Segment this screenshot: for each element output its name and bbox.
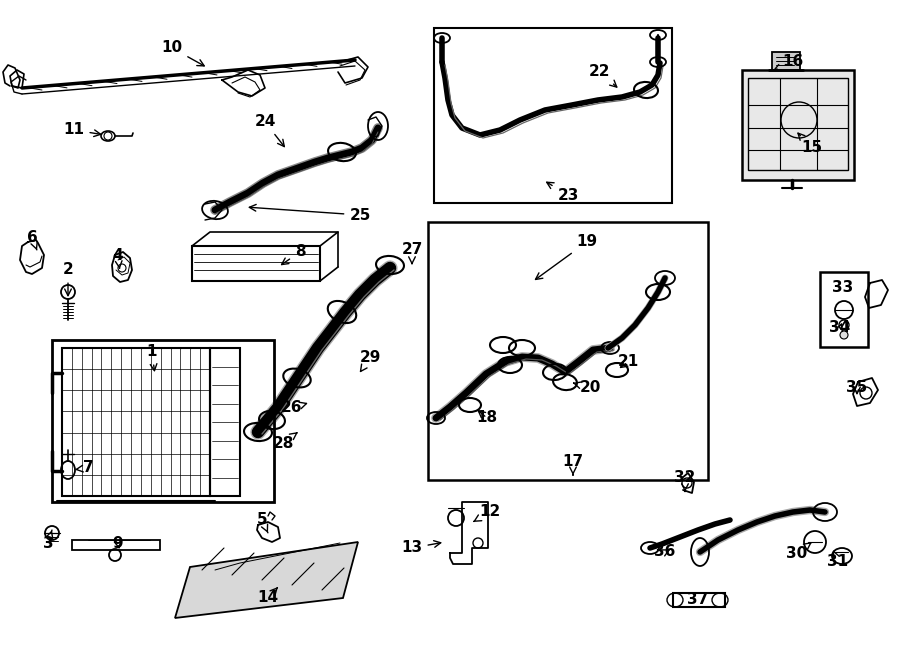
Text: 15: 15 <box>798 133 823 155</box>
Text: 19: 19 <box>536 235 598 280</box>
Text: 20: 20 <box>573 381 600 395</box>
Text: 25: 25 <box>249 204 371 223</box>
Text: 8: 8 <box>282 245 305 264</box>
Text: 2: 2 <box>63 262 74 295</box>
Text: 6: 6 <box>27 229 38 250</box>
Bar <box>772 52 800 70</box>
Bar <box>434 28 672 203</box>
Bar <box>72 540 160 550</box>
Polygon shape <box>175 542 358 618</box>
Text: 12: 12 <box>474 504 500 522</box>
Text: 36: 36 <box>654 545 676 559</box>
Text: 24: 24 <box>255 114 284 147</box>
Text: 13: 13 <box>401 541 441 555</box>
Text: 11: 11 <box>64 122 101 137</box>
Text: 4: 4 <box>112 247 123 268</box>
Text: 14: 14 <box>257 588 279 605</box>
Text: 35: 35 <box>846 381 868 395</box>
Polygon shape <box>742 70 854 180</box>
Bar <box>428 222 708 480</box>
Text: 23: 23 <box>546 182 579 202</box>
Text: 10: 10 <box>161 40 204 66</box>
Text: 7: 7 <box>76 461 94 475</box>
Circle shape <box>840 331 848 339</box>
Text: 5: 5 <box>256 512 268 533</box>
Text: 30: 30 <box>787 543 811 561</box>
Bar <box>748 78 848 170</box>
Text: 34: 34 <box>830 321 850 336</box>
Text: 17: 17 <box>562 455 583 475</box>
Text: 18: 18 <box>476 410 498 426</box>
Bar <box>742 70 854 180</box>
Text: 16: 16 <box>774 54 804 71</box>
Bar <box>52 340 274 502</box>
Text: 33: 33 <box>832 280 853 295</box>
Text: 21: 21 <box>617 354 639 369</box>
Text: 1: 1 <box>147 344 158 371</box>
Text: 37: 37 <box>688 592 708 607</box>
Bar <box>62 348 210 496</box>
Bar <box>673 593 725 607</box>
Text: 26: 26 <box>281 401 307 416</box>
Bar <box>820 272 868 347</box>
Text: 29: 29 <box>359 350 381 371</box>
Text: 9: 9 <box>112 535 123 551</box>
Bar <box>192 246 320 281</box>
Text: 3: 3 <box>42 530 53 551</box>
Text: 32: 32 <box>674 471 696 491</box>
Text: 27: 27 <box>401 243 423 264</box>
Bar <box>210 348 240 496</box>
Text: 22: 22 <box>590 65 616 87</box>
Text: 28: 28 <box>273 433 297 451</box>
Text: 31: 31 <box>827 551 849 570</box>
